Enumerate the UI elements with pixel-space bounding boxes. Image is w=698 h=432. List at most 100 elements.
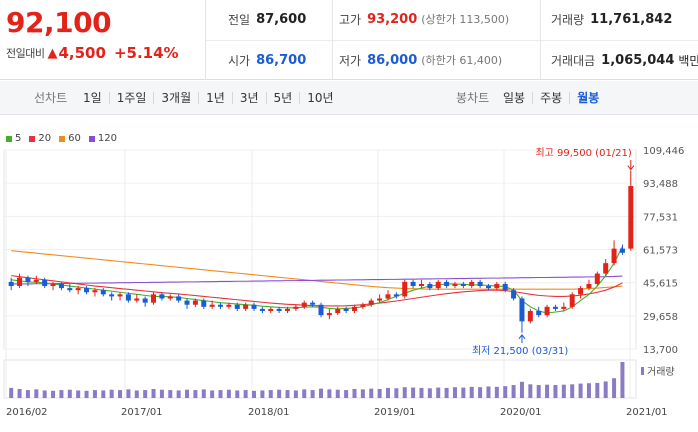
candle-body: [619, 248, 625, 253]
upper-limit: (상한가 113,500): [421, 13, 510, 26]
line-chart-label: 선차트: [34, 91, 68, 105]
volume-bar: [42, 390, 47, 398]
amount-cell: 거래대금 1,065,044 백만: [551, 41, 698, 79]
candle-body: [243, 304, 249, 309]
candle-body: [628, 186, 634, 249]
volume-bar: [503, 386, 508, 398]
candle-body: [184, 300, 190, 305]
open-value: 86,700: [256, 52, 307, 68]
candle-body: [519, 298, 525, 322]
high-label: 고가: [339, 12, 362, 27]
candle-tab-2[interactable]: 월봉: [569, 92, 606, 104]
volume-bar: [578, 383, 583, 398]
candle-chart-tabs: 일봉 주봉 월봉: [496, 81, 606, 115]
volume-bar: [436, 387, 441, 398]
candle-body: [218, 304, 224, 307]
line-tab-1[interactable]: 1주일: [108, 92, 154, 104]
legend-item-5[interactable]: 5: [6, 133, 21, 144]
ma120-line: [11, 275, 623, 285]
chart-grid: [3, 149, 637, 399]
volume-bars: 거래량: [9, 362, 675, 398]
candle-body: [578, 288, 584, 295]
volume-bar: [218, 390, 223, 398]
ma-legend: 5 20 60 120: [6, 133, 125, 144]
candle-body: [25, 277, 31, 282]
legend-item-120[interactable]: 120: [88, 133, 117, 144]
volume-bar: [369, 388, 374, 398]
low-label: 저가: [339, 53, 362, 68]
candle-body: [594, 273, 600, 284]
candle-body: [418, 283, 424, 287]
ma60-line: [11, 250, 623, 290]
candle-body: [544, 306, 550, 316]
candle-body: [159, 294, 165, 299]
candle-body: [310, 302, 316, 305]
candle-body: [385, 294, 391, 299]
volume-bar: [285, 390, 290, 398]
candle-tab-1[interactable]: 주봉: [532, 92, 569, 104]
candle-body: [477, 281, 483, 287]
legend-label: 5: [15, 133, 22, 144]
line-tab-3[interactable]: 1년: [198, 92, 232, 104]
x-tick-label: 2018/01: [248, 407, 290, 418]
candle-body: [276, 308, 282, 311]
prev-close-label: 전일: [228, 12, 251, 27]
line-tab-4[interactable]: 3년: [231, 92, 266, 104]
change-percent: +5.14%: [113, 44, 179, 62]
volume-bar: [595, 382, 600, 398]
candle-body: [151, 294, 157, 303]
candle-body: [393, 294, 399, 297]
line-tab-0[interactable]: 1일: [83, 91, 102, 105]
x-tick-label: 2020/01: [500, 407, 542, 418]
volume-bar: [101, 390, 106, 398]
quote-col-divider: [540, 0, 541, 80]
volume-bar: [461, 387, 466, 398]
legend-item-60[interactable]: 60: [59, 133, 81, 144]
volume-bar: [277, 389, 282, 398]
y-tick-label: 109,446: [643, 146, 684, 157]
volume-bar: [419, 387, 424, 398]
volume-bar: [344, 390, 349, 398]
volume-bar: [603, 381, 608, 398]
candle-body: [410, 281, 416, 287]
candle-body: [75, 288, 81, 291]
legend-item-20[interactable]: 20: [29, 133, 51, 144]
candle-body: [251, 304, 257, 309]
volume-bar: [201, 389, 206, 398]
candle-tab-0[interactable]: 일봉: [503, 91, 526, 105]
candle-body: [176, 296, 182, 301]
candle-body: [58, 283, 64, 289]
volume-bar: [143, 390, 148, 398]
price-summary: 92,100 전일대비 ▲ 4,500 +5.14%: [0, 0, 206, 80]
candle-body: [125, 294, 131, 301]
volume-bar: [469, 386, 474, 398]
line-tab-6[interactable]: 10년: [299, 92, 340, 104]
line-tab-5[interactable]: 5년: [265, 92, 300, 104]
volume-bar: [553, 385, 558, 398]
volume-bar: [17, 389, 22, 398]
ma5-line: [11, 246, 623, 314]
candle-body: [259, 308, 265, 311]
candle-body: [285, 308, 291, 311]
volume-bar: [126, 389, 131, 398]
line-tab-2[interactable]: 3개월: [153, 92, 198, 104]
volume-bar: [352, 389, 357, 398]
candle-body: [502, 283, 508, 291]
prev-close-cell: 전일 87,600: [228, 0, 306, 38]
volume-value: 11,761,842: [590, 11, 673, 27]
volume-bar: [411, 387, 416, 398]
change-row: 전일대비 ▲ 4,500 +5.14%: [6, 44, 179, 62]
quote-panel: 92,100 전일대비 ▲ 4,500 +5.14% 전일 87,600 고가 …: [0, 0, 698, 80]
y-tick-label: 29,658: [643, 312, 678, 323]
volume-bar: [511, 385, 516, 398]
candle-body: [368, 300, 374, 305]
candle-body: [109, 294, 115, 297]
y-tick-label: 93,488: [643, 179, 678, 190]
x-axis: 2016/02 2017/01 2018/01 2019/01 2020/01 2021/…: [6, 407, 668, 418]
candle-body: [142, 298, 148, 303]
volume-bar: [402, 387, 407, 398]
open-cell: 시가 86,700: [228, 41, 306, 79]
quote-col-divider: [332, 0, 333, 80]
volume-bar: [185, 389, 190, 398]
volume-bar: [310, 390, 315, 398]
